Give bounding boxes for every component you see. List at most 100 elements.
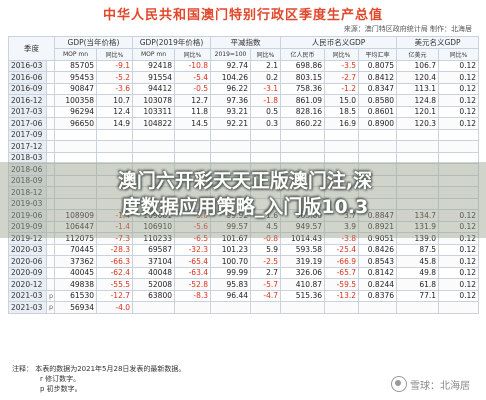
table-row: 2016-06 95453 -5.2 91554 -5.4 104.26 0.2 803.15… — [8, 71, 480, 84]
value-cell — [357, 197, 398, 210]
value-cell: 100358 — [54, 94, 97, 107]
yoy-cell — [174, 163, 211, 176]
snowball-icon — [391, 376, 407, 392]
value-cell: 94412 — [132, 82, 175, 95]
value-cell: 92.74 — [210, 59, 251, 72]
value-cell: 120.1 — [396, 105, 440, 118]
value-cell: 0.8601 — [357, 105, 398, 118]
yoy-cell — [324, 140, 359, 153]
value-cell — [210, 140, 251, 153]
yoy-cell: -3.6 — [96, 82, 133, 95]
table-row: 2016-12 100358 10.7 103078 12.7 97.36 -1.8 861.… — [8, 94, 480, 107]
value-cell — [357, 140, 398, 153]
value-cell: 1014.43 — [280, 232, 325, 245]
quarter-cell: 2021-03 — [8, 301, 47, 314]
note-line: p 初步数字。 — [40, 385, 82, 393]
yoy-cell: -4.0 — [96, 301, 133, 314]
quarter-cell: 2018-06 — [8, 163, 47, 176]
table-row: 2017-12 — [8, 140, 480, 153]
value-cell — [132, 151, 175, 164]
flag-cell — [46, 266, 55, 279]
value-cell: 104822 — [132, 117, 175, 130]
yoy-cell — [324, 197, 359, 210]
yoy-cell: 0.12 — [438, 255, 480, 268]
quarter-cell: 2018-12 — [8, 186, 47, 199]
table-row: 2020-03 70445 -28.3 69587 -32.3 101.23 5.9 593.… — [8, 243, 480, 256]
value-cell: 0.8426 — [357, 243, 398, 256]
value-cell: 515.36 — [280, 289, 325, 302]
value-cell — [357, 301, 398, 314]
yoy-cell: 0.12 — [438, 209, 480, 222]
yoy-cell: 5.9 — [250, 243, 281, 256]
yoy-cell — [438, 128, 480, 141]
value-cell — [132, 174, 175, 187]
note-line: 注释： 本表的数据为2021年5月28日发表的最新数据。 — [12, 365, 186, 373]
yoy-cell — [174, 151, 211, 164]
yoy-cell: -3.8 — [324, 232, 359, 245]
value-cell — [396, 174, 440, 187]
value-cell: 963.60 — [280, 209, 325, 222]
subheader-usd-bn: 亿美元 — [396, 48, 440, 61]
subheader-yoy: 同比% — [324, 48, 359, 61]
yoy-cell — [438, 186, 480, 199]
value-cell: 96.44 — [210, 289, 251, 302]
header-gdp-current: GDP(当年价格) — [54, 36, 133, 49]
yoy-cell — [324, 301, 359, 314]
value-cell — [210, 301, 251, 314]
yoy-cell: -5.4 — [174, 71, 211, 84]
yoy-cell: 14.9 — [96, 117, 133, 130]
table-row: 2018-12 — [8, 186, 480, 199]
value-cell: 100.70 — [210, 255, 251, 268]
quarter-cell: 2020-09 — [8, 266, 47, 279]
yoy-cell: 1.6 — [250, 209, 281, 222]
subheader-yoy: 同比% — [174, 48, 211, 61]
value-cell: 37104 — [132, 255, 175, 268]
value-cell: 593.58 — [280, 243, 325, 256]
value-cell — [54, 186, 97, 199]
subheader-yoy: 同比% — [96, 48, 133, 61]
header-rmb: 人民币名义GDP — [279, 36, 398, 49]
yoy-cell — [438, 301, 480, 314]
value-cell: 0.8847 — [357, 209, 398, 222]
value-cell: 0.8412 — [357, 71, 398, 84]
yoy-cell — [96, 174, 133, 187]
table-row: 2016-09 90847 -3.6 94412 -0.5 96.22 -3.1 758.36… — [8, 82, 480, 95]
value-cell — [210, 128, 251, 141]
yoy-cell: 2.1 — [250, 59, 281, 72]
yoy-cell: -10.8 — [174, 59, 211, 72]
value-cell: 85705 — [54, 59, 97, 72]
yoy-cell: -0.5 — [174, 82, 211, 95]
header-gdp-2019: GDP(2019年价格) — [132, 36, 211, 49]
yoy-cell: -8.3 — [174, 289, 211, 302]
value-cell: 45.8 — [396, 255, 440, 268]
value-cell: 124.8 — [396, 94, 440, 107]
value-cell: 828.16 — [280, 105, 325, 118]
value-cell: 95.83 — [210, 278, 251, 291]
value-cell — [357, 174, 398, 187]
value-cell: 87.5 — [396, 243, 440, 256]
value-cell: 861.09 — [280, 94, 325, 107]
value-cell: 99.92 — [210, 209, 251, 222]
gdp-table: 季度 GDP(当年价格) GDP(2019年价格) 平减指数 人民币名义GDP … — [8, 36, 480, 314]
value-cell: 40048 — [132, 266, 175, 279]
flag-cell — [46, 117, 55, 130]
value-cell: 0.8347 — [357, 82, 398, 95]
value-cell — [396, 163, 440, 176]
value-cell — [210, 197, 251, 210]
table-row: 2021-03 p 56934 -4.0 — [8, 301, 480, 314]
yoy-cell — [438, 197, 480, 210]
value-cell — [280, 301, 325, 314]
subheader-base: 2019=100 — [210, 48, 251, 61]
table-row: 2017-03 96294 12.4 103311 11.8 93.21 0.5 828.16… — [8, 105, 480, 118]
value-cell: 0.8244 — [357, 278, 398, 291]
yoy-cell — [250, 163, 281, 176]
yoy-cell: -63.4 — [174, 266, 211, 279]
value-cell: 37362 — [54, 255, 97, 268]
yoy-cell: 0.5 — [250, 105, 281, 118]
yoy-cell: 15.0 — [324, 94, 359, 107]
yoy-cell — [250, 186, 281, 199]
flag-cell — [46, 105, 55, 118]
flag-cell: p — [46, 301, 55, 314]
value-cell: 113.1 — [396, 82, 440, 95]
value-cell — [396, 197, 440, 210]
